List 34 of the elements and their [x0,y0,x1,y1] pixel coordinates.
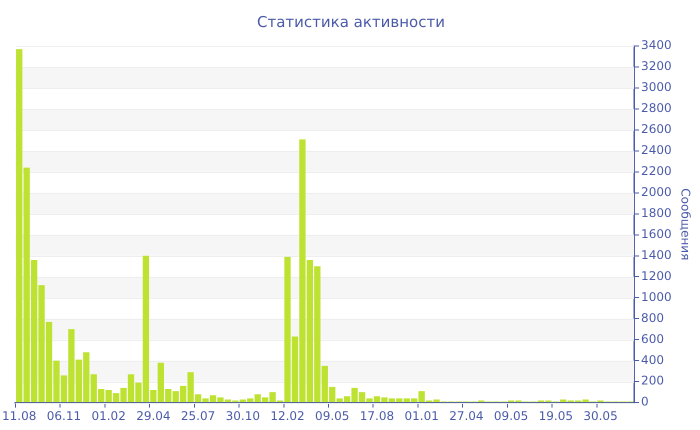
x-tick-label: 09.05 [494,408,528,423]
y-tick-label: 3400 [641,38,672,52]
y-tick-label: 800 [641,310,664,325]
y-tick-label: 1600 [641,226,672,241]
x-tick-label: 19.05 [538,408,573,423]
y-tick-label: 0 [641,394,649,409]
x-tick-label: 01.02 [91,408,126,423]
x-tick-label: 06.11 [46,408,82,423]
x-tick-label: 25.07 [180,408,216,423]
chart-title: Статистика активности [257,12,445,31]
y-axis-title: Сообщения [678,188,693,260]
y-tick-label: 200 [641,374,664,388]
y-tick-label: 2200 [641,164,672,178]
y-tick-label: 1800 [641,206,672,220]
y-tick-label: 1200 [641,268,672,283]
x-tick-label: 17.08 [360,408,394,423]
y-tick-label: 2800 [641,101,672,116]
x-tick-label: 01.01 [404,408,439,423]
x-tick-label: 30.05 [583,408,618,423]
x-tick-label: 11.08 [2,408,36,423]
x-tick-label: 27.04 [449,408,484,423]
y-tick-label: 600 [641,332,664,346]
x-tick-label: 09.05 [315,408,350,423]
y-tick-label: 1000 [641,290,672,304]
y-tick-label: 1400 [641,248,672,262]
y-tick-label: 3200 [641,59,672,74]
x-tick-label: 30.10 [226,408,260,423]
x-tick-label: 29.04 [136,408,171,423]
x-tick-label: 12.02 [270,408,305,423]
y-tick-label: 2000 [641,184,672,199]
y-tick-label: 2600 [641,122,672,136]
y-tick-label: 3000 [641,80,672,94]
y-tick-label: 2400 [641,143,672,158]
y-tick-label: 400 [641,352,664,367]
